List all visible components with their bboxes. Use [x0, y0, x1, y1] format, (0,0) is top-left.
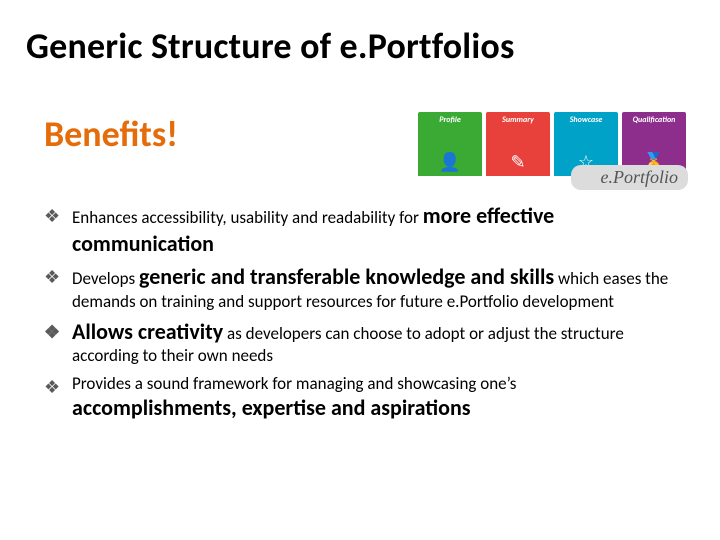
benefits-list: ❖ Enhances accessibility, usability and … — [26, 202, 694, 421]
list-item-lead: Provides a sound framework for managing … — [72, 373, 516, 394]
list-item: ❖ Allows creativity as developers can ch… — [44, 318, 684, 367]
list-item-emph: accomplishments, expertise and aspiratio… — [72, 394, 471, 421]
badge-card-label: Qualification — [633, 115, 676, 125]
list-item-lead: Develops — [72, 268, 139, 289]
list-item: ❖ Develops generic and transferable know… — [44, 263, 684, 312]
badge-brand: e.Portfolio — [571, 165, 689, 190]
list-item-text: Develops generic and transferable knowle… — [72, 263, 684, 312]
list-item-lead: Enhances accessibility, usability and re… — [72, 207, 423, 228]
list-item-text: Enhances accessibility, usability and re… — [72, 202, 684, 257]
badge-card-label: Profile — [439, 115, 461, 125]
badge-card-label: Showcase — [570, 115, 603, 125]
diamond-bullet-icon: ❖ — [44, 202, 62, 228]
list-item: ❖ Enhances accessibility, usability and … — [44, 202, 684, 257]
slide: Generic Structure of e.Portfolios Benefi… — [0, 0, 720, 540]
eportfolio-badge: Profile Summary Showcase Qualification 👤… — [418, 112, 694, 192]
list-item-text: Allows creativity as developers can choo… — [72, 318, 684, 367]
person-icon: 👤 — [418, 148, 482, 176]
diamond-bullet-icon: ❖ — [44, 263, 62, 289]
subhead-row: Benefits! Profile Summary Showcase Quali… — [26, 112, 694, 192]
diamond-bullet-icon: ❖ — [44, 373, 62, 399]
pencil-icon: ✎ — [486, 148, 550, 176]
list-item-text: Provides a sound framework for managing … — [72, 373, 684, 422]
list-item-emph: Allows creativity — [72, 318, 223, 345]
badge-card-label: Summary — [502, 115, 534, 125]
list-item: ❖ Provides a sound framework for managin… — [44, 373, 684, 422]
list-item-emph: generic and transferable knowledge and s… — [139, 263, 554, 290]
page-title: Generic Structure of e.Portfolios — [26, 24, 694, 68]
diamond-bullet-icon: ❖ — [44, 318, 62, 344]
subhead: Benefits! — [26, 112, 178, 156]
